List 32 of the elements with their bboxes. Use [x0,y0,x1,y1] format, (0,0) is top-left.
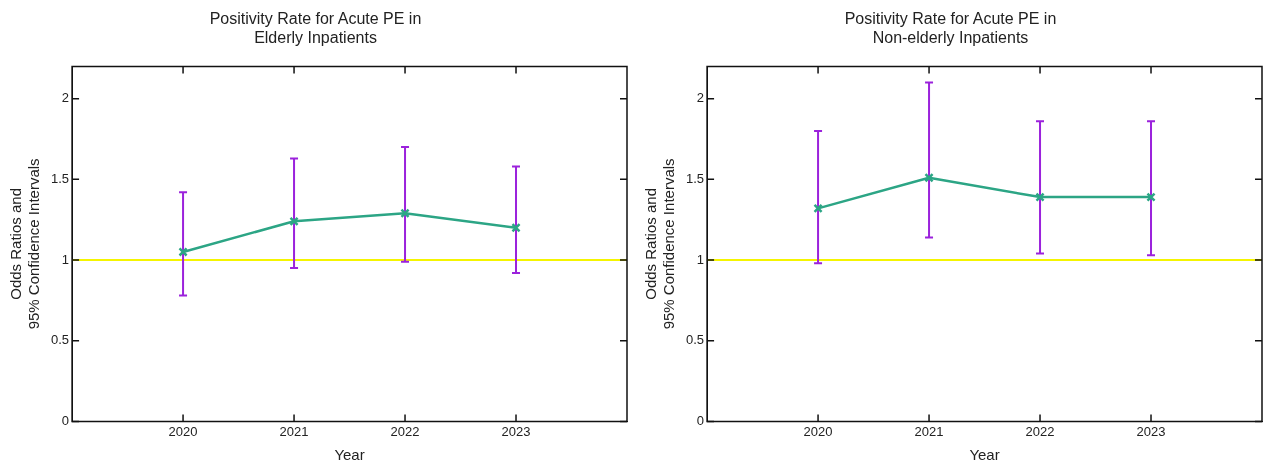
point [400,208,410,219]
y-axis-title: Odds Ratios and 95% Confidence Intervals [642,158,678,330]
point [1146,192,1156,202]
y-tick-label: 0.5 [685,332,705,348]
chart-title: Positivity Rate for Acute PE in Elderly Inpatients [209,10,422,47]
y-tick-label: 2 [61,90,70,106]
y-tick-label: 0.5 [50,332,70,348]
x-tick-label: 2023 [501,423,531,439]
x-tick-label: 2022 [390,423,420,439]
x-tick-label: 2020 [168,423,198,439]
y-tick-label: 0 [61,412,70,428]
y-tick-label: 0 [696,412,705,428]
x-tick-label: 2021 [914,423,944,439]
y-tick-label: 1.5 [50,170,70,186]
point [1035,192,1045,202]
point [813,203,823,214]
x-tick-label: 2020 [803,423,833,439]
x-axis-title: Year [334,446,365,464]
y-tick-label: 1 [696,251,705,267]
x-tick-label: 2021 [279,423,309,439]
y-axis-title: Odds Ratios and 95% Confidence Intervals [7,158,43,330]
x-tick-label: 2022 [1025,423,1055,439]
y-tick-label: 1.5 [685,170,705,186]
point [289,216,299,227]
chart-title: Positivity Rate for Acute PE in Non-elderly Inpatients [844,10,1057,47]
point [511,222,521,233]
point [924,172,934,183]
x-tick-label: 2023 [1136,423,1166,439]
point [178,247,188,257]
x-axis-title: Year [969,446,1000,464]
y-tick-label: 2 [696,90,705,106]
y-tick-label: 1 [61,251,70,267]
